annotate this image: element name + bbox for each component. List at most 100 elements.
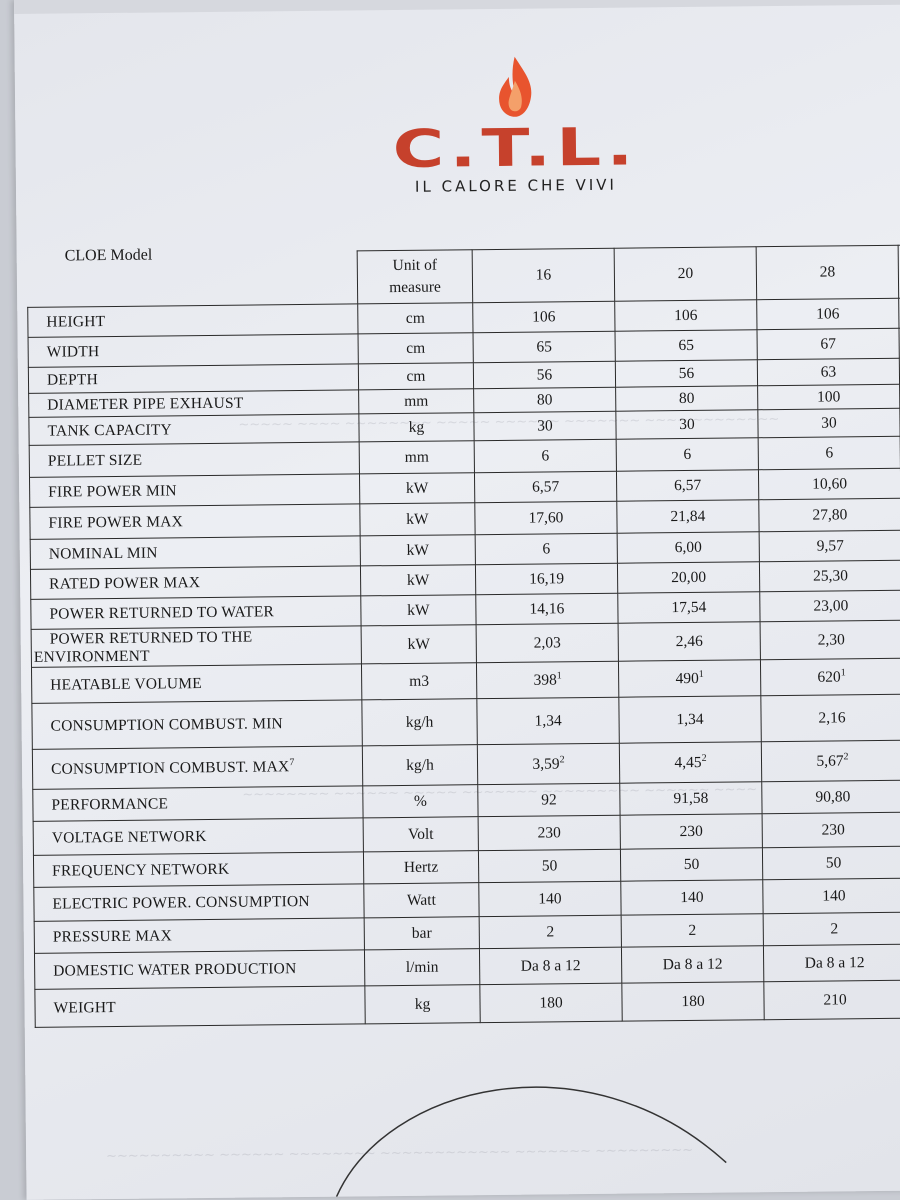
parameter-name: HEATABLE VOLUME	[31, 663, 362, 704]
footnote-marker: 1	[556, 670, 562, 682]
value-text: 230	[537, 823, 561, 842]
page-top-edge	[14, 0, 900, 14]
value-cell: 230	[620, 813, 763, 850]
value-text: 140	[680, 888, 704, 906]
value-cell: 2	[479, 915, 622, 949]
value-text: 2	[688, 921, 697, 939]
value-text: 30	[821, 413, 837, 432]
document-page: ~~~~~ ~~~~ ~~~~~~~~ ~~~~~ ~~~~~~ ~~~~~~~…	[14, 0, 900, 1200]
unit-cell: cm	[358, 332, 474, 364]
footnote-marker: 2	[701, 752, 707, 764]
value-text: 80	[678, 389, 695, 407]
footnote-marker: 2	[559, 754, 565, 766]
value-cell: 6	[475, 533, 618, 565]
parameter-name-text: FREQUENCY NETWORK	[52, 860, 230, 880]
unit-cell: kg/h	[361, 698, 478, 746]
value-cell: 10,60	[758, 468, 900, 500]
value-text: 6	[541, 446, 550, 465]
value-cell: 6	[758, 436, 900, 470]
value-text: 50	[825, 853, 842, 872]
value-text: 210	[823, 990, 847, 1009]
value-cell: 6201	[760, 658, 900, 696]
value-text: Da 8 a 12	[662, 955, 723, 973]
parameter-name: HEIGHT	[27, 303, 359, 338]
value-text: 30	[679, 415, 695, 433]
value-text: 90,80	[815, 787, 851, 806]
model-header: 28	[756, 245, 899, 300]
parameter-name: FIRE POWER MAX	[29, 503, 361, 540]
value-text: 2,16	[818, 708, 846, 727]
parameter-name: DIAMETER PIPE EXHAUST	[28, 389, 359, 418]
parameter-name: CONSUMPTION COMBUST. MAX7	[32, 745, 363, 790]
value-cell: 6,00	[617, 531, 760, 564]
value-cell: 65	[473, 331, 616, 363]
parameter-name: CONSUMPTION COMBUST. MIN	[31, 699, 363, 750]
value-text: 100	[816, 387, 841, 406]
parameter-name-text: DIAMETER PIPE EXHAUST	[47, 394, 244, 414]
value-cell: 23,00	[759, 590, 900, 622]
value-text: 2	[546, 922, 555, 940]
value-text: 230	[821, 820, 845, 839]
value-cell: 140	[478, 881, 622, 917]
parameter-name: POWER RETURNED TO THE ENVIRONMENT	[31, 625, 362, 668]
value-cell: 4,452	[619, 741, 762, 784]
value-text: 27,80	[812, 505, 848, 524]
parameter-name: PERFORMANCE	[32, 785, 364, 822]
value-text: 106	[532, 307, 556, 326]
value-text: 230	[679, 822, 703, 840]
parameter-name: DEPTH	[28, 363, 359, 394]
header-blank-cell	[27, 251, 358, 307]
flame-icon	[499, 56, 532, 117]
hand-drawn-curve	[335, 1086, 727, 1197]
parameter-name: TANK CAPACITY	[28, 413, 360, 446]
parameter-name-text: VOLTAGE NETWORK	[51, 827, 207, 847]
unit-cell: m3	[361, 662, 477, 700]
value-text: 6	[683, 445, 692, 463]
value-cell: 30	[615, 409, 759, 440]
value-cell: 6,57	[474, 471, 617, 503]
value-text: 6,57	[531, 477, 560, 496]
value-cell: 80	[615, 385, 758, 412]
value-text: 3,59	[532, 755, 560, 773]
value-text: 56	[536, 365, 553, 384]
value-text: 398	[533, 671, 557, 689]
footnote-marker: 7	[289, 757, 295, 769]
value-cell: 20,00	[617, 561, 760, 594]
value-cell: 2,46	[618, 621, 761, 662]
value-cell: 106	[472, 301, 616, 333]
value-cell: 2,03	[476, 623, 619, 663]
parameter-name: DOMESTIC WATER PRODUCTION	[34, 949, 365, 990]
value-text: 16,19	[529, 569, 565, 588]
value-text: 30	[537, 416, 553, 435]
value-text: 6	[542, 539, 551, 557]
value-text: 50	[541, 856, 558, 875]
parameter-name-text: WEIGHT	[53, 998, 116, 1017]
value-text: 2,46	[675, 632, 703, 650]
value-cell: 140	[620, 879, 764, 916]
parameter-name-text: CONSUMPTION COMBUST. MIN	[50, 714, 283, 735]
value-text: 490	[675, 669, 699, 688]
value-cell: 6	[616, 437, 759, 472]
value-text: 5,67	[816, 752, 844, 770]
unit-header: Unit of measure	[357, 249, 473, 304]
parameter-name-text: TANK CAPACITY	[47, 420, 172, 440]
value-cell: 210	[763, 980, 900, 1020]
value-cell: 3,592	[477, 743, 620, 785]
value-text: 50	[683, 855, 700, 873]
unit-cell: mm	[358, 388, 474, 414]
value-cell: 67	[756, 328, 900, 360]
value-cell: 50	[478, 849, 621, 883]
value-cell: 230	[478, 815, 621, 851]
value-cell: 17,54	[617, 591, 761, 624]
value-text: 4,45	[674, 753, 702, 772]
value-cell: 56	[615, 359, 758, 388]
value-cell: 16,19	[475, 563, 618, 595]
value-cell: 91,58	[619, 781, 763, 816]
value-cell: 180	[479, 983, 623, 1023]
parameter-name-text: WIDTH	[46, 342, 100, 361]
value-text: 2,03	[533, 633, 561, 652]
value-cell: 180	[621, 981, 765, 1022]
unit-cell: cm	[357, 302, 474, 334]
value-text: 6,57	[673, 476, 702, 494]
parameter-name-text: NOMINAL MIN	[48, 544, 158, 563]
